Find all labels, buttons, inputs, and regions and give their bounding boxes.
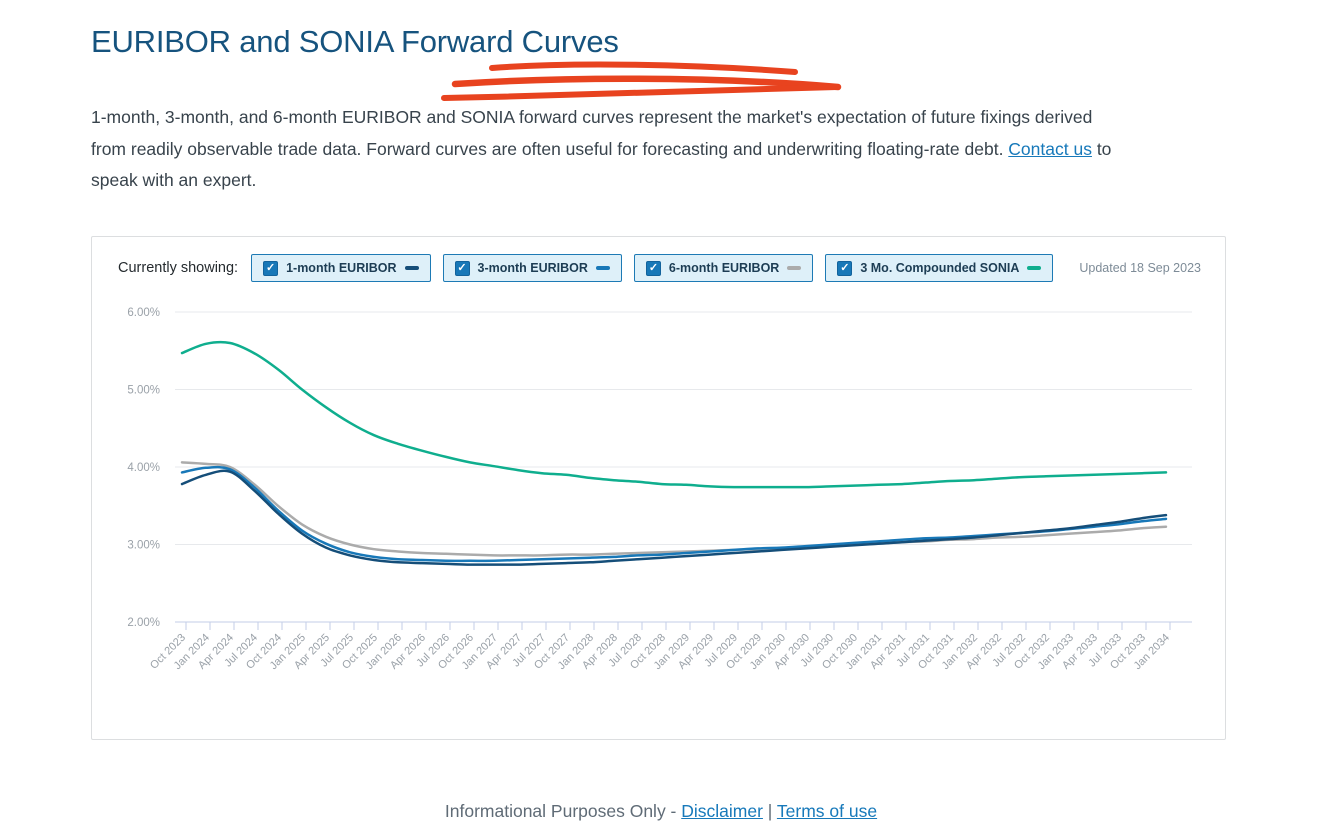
page-title: EURIBOR and SONIA Forward Curves <box>91 24 619 59</box>
footer-separator: | <box>762 801 777 821</box>
toggle-label: 3-month EURIBOR <box>477 261 588 275</box>
series-color-dash <box>595 266 610 270</box>
toggle-label: 1-month EURIBOR <box>286 261 397 275</box>
toggle-label: 3 Mo. Compounded SONIA <box>860 261 1020 275</box>
contact-us-link[interactable]: Contact us <box>1008 138 1092 159</box>
toggle-1-month-euribor[interactable]: ✓ 1-month EURIBOR <box>251 254 431 282</box>
intro-text-before: 1-month, 3-month, and 6-month EURIBOR an… <box>91 107 1093 159</box>
checkbox-checked-icon[interactable]: ✓ <box>645 260 661 276</box>
series-color-dash <box>787 266 802 270</box>
chart-area: 6.00% 5.00% 4.00% 3.00% 2.00% Oct 2023 Jan 202… <box>92 283 1225 701</box>
checkbox-checked-icon[interactable]: ✓ <box>454 260 470 276</box>
checkbox-checked-icon[interactable]: ✓ <box>837 260 853 276</box>
intro-text-after: to speak with an expert. <box>91 138 1112 191</box>
checkbox-checked-icon[interactable]: ✓ <box>263 260 279 276</box>
svg-text:3.00%: 3.00% <box>127 540 160 552</box>
svg-text:2.00%: 2.00% <box>127 617 160 629</box>
svg-text:6.00%: 6.00% <box>127 307 160 319</box>
footer: Informational Purposes Only - Disclaimer… <box>0 801 1322 822</box>
series-color-dash <box>404 266 419 270</box>
svg-text:4.00%: 4.00% <box>127 462 160 474</box>
footer-text: Informational Purposes Only - <box>444 801 682 821</box>
toggle-3mo-compounded-sonia[interactable]: ✓ 3 Mo. Compounded SONIA <box>825 254 1054 282</box>
terms-of-use-link[interactable]: Terms of use <box>776 801 878 821</box>
series-toggle-toolbar: Currently showing: ✓ 1-month EURIBOR ✓ 3… <box>92 237 1225 283</box>
currently-showing-label: Currently showing: <box>118 260 239 276</box>
toggle-3-month-euribor[interactable]: ✓ 3-month EURIBOR <box>442 254 622 282</box>
toggle-6-month-euribor[interactable]: ✓ 6-month EURIBOR <box>633 254 814 282</box>
intro-paragraph: 1-month, 3-month, and 6-month EURIBOR an… <box>91 102 1126 197</box>
svg-text:5.00%: 5.00% <box>127 385 160 397</box>
forward-curves-card: Currently showing: ✓ 1-month EURIBOR ✓ 3… <box>91 236 1226 740</box>
toggle-label: 6-month EURIBOR <box>668 261 780 275</box>
updated-date-label: Updated 18 Sep 2023 <box>1079 261 1201 275</box>
disclaimer-link[interactable]: Disclaimer <box>681 801 763 821</box>
series-color-dash <box>1027 266 1042 270</box>
